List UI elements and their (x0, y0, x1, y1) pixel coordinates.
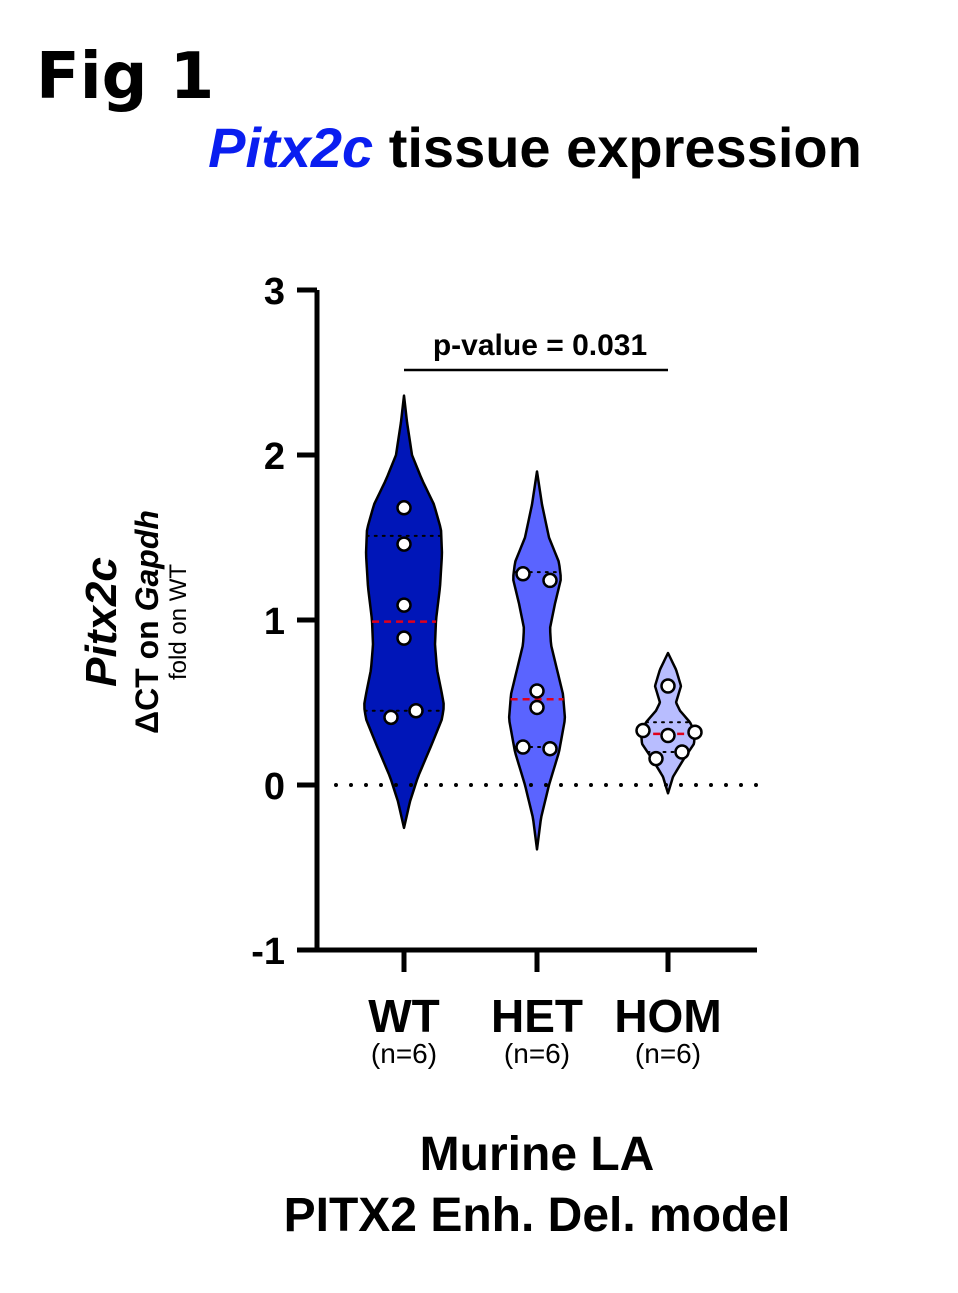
chart-title-gene: Pitx2c (208, 116, 373, 179)
x-category-n-label: (n=6) (635, 1038, 701, 1069)
y-axis: -1 0 1 2 3 (251, 271, 320, 973)
data-point-het (529, 683, 545, 699)
data-point-wt (396, 630, 412, 646)
data-point-hom (635, 722, 651, 739)
data-point-hom (687, 724, 703, 740)
x-category-label: HET (491, 990, 583, 1042)
x-axis: WT(n=6)HET(n=6)HOM(n=6) (315, 947, 757, 1069)
plot-area: p-value = 0.031 (334, 329, 759, 851)
y-axis-label-line3: fold on WT (165, 564, 192, 680)
data-point-het (542, 740, 558, 757)
data-point-wt (396, 597, 412, 613)
x-category-label: HOM (614, 990, 721, 1042)
x-axis-label-line1: Murine LA (420, 1128, 655, 1181)
y-tick-label: 0 (264, 766, 285, 808)
data-point-het (515, 739, 531, 755)
y-axis-label: Pitx2c ΔCT on Gapdh fold on WT (77, 510, 192, 734)
data-point-hom (648, 750, 664, 767)
data-point-hom (660, 727, 676, 744)
data-point-wt (383, 709, 399, 726)
y-tick-label: 1 (264, 601, 285, 643)
p-value-annotation: p-value = 0.031 (433, 329, 647, 362)
y-tick-label: 2 (264, 436, 285, 478)
data-point-wt (396, 500, 412, 516)
figure-label: Fig 1 (36, 40, 214, 114)
data-point-het (515, 566, 531, 582)
y-axis-label-gene: Pitx2c (77, 557, 126, 687)
data-point-het (542, 572, 558, 589)
data-point-hom (660, 678, 676, 694)
y-tick-label: -1 (251, 931, 285, 973)
data-point-het (529, 699, 545, 716)
y-axis-label-line2: ΔCT on Gapdh (129, 510, 165, 734)
data-point-wt (396, 536, 412, 552)
violin-het (507, 470, 567, 851)
chart-title: Pitx2c tissue expression (208, 116, 862, 179)
x-category-n-label: (n=6) (371, 1038, 437, 1069)
data-point-hom (674, 744, 690, 760)
chart-title-rest: tissue expression (373, 116, 862, 179)
x-category-label: WT (368, 990, 440, 1042)
x-axis-label-line2: PITX2 Enh. Del. model (284, 1189, 791, 1242)
y-tick-label: 3 (264, 271, 285, 313)
x-category-n-label: (n=6) (504, 1038, 570, 1069)
data-point-wt (408, 703, 424, 719)
